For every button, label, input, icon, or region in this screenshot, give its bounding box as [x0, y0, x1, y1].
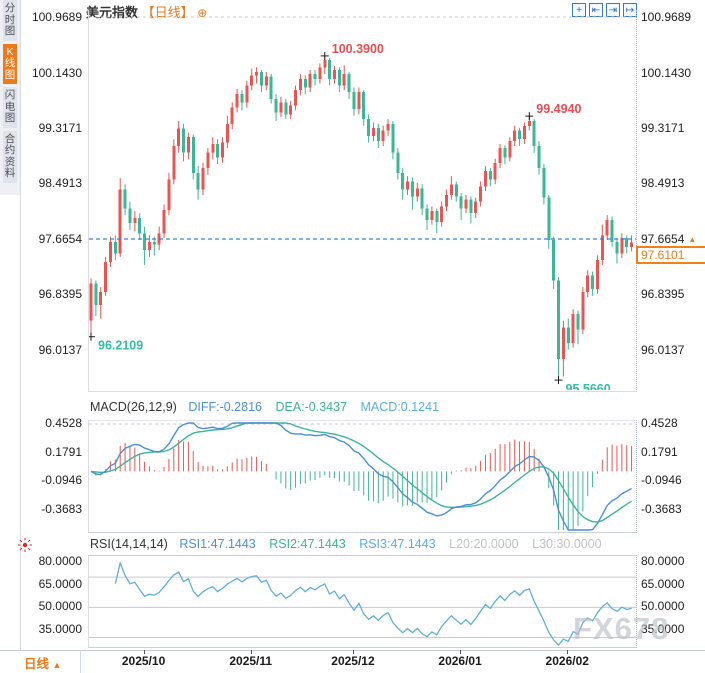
rsi-chart[interactable]: [89, 556, 636, 647]
rsi-l20-value: L20:20.0000: [449, 537, 519, 551]
sidebar-tab-time-share[interactable]: 分时图: [3, 0, 17, 41]
month-label: 2025/10: [121, 654, 166, 668]
candlestick-chart[interactable]: 100.3900 99.4940 96.2109 95.5660: [89, 10, 636, 390]
macd-axis-label: 0.1791: [641, 444, 678, 459]
sidebar-tab-kline[interactable]: K线图: [3, 43, 17, 84]
dea-line: [90, 422, 632, 523]
chart-title: 美元指数 【日线】 ⊕: [86, 2, 207, 21]
macd-axis-label: 0.4528: [641, 415, 678, 430]
macd-axis-label: -0.0946: [641, 473, 682, 488]
macd-name: MACD(26,12,9): [90, 400, 177, 414]
month-tick: [460, 650, 462, 654]
macd-axis-label: -0.0946: [41, 473, 82, 488]
hot-sun-icon: [18, 538, 32, 552]
extreme-price-annotation: 100.3900: [332, 42, 384, 56]
last-price-box: 97.6101: [636, 246, 705, 264]
macd-dea-value: DEA:-0.3437: [275, 400, 348, 414]
rsi-panel[interactable]: [88, 555, 637, 648]
rsi-header: RSI(14,14,14) RSI1:47.1443 RSI2:47.1443 …: [90, 537, 602, 551]
fx678-watermark: FX678: [573, 611, 670, 646]
sidebar-tab-contract-info[interactable]: 合约资料: [3, 130, 17, 183]
bottom-bar-divider: [80, 650, 81, 673]
macd-panel[interactable]: [88, 420, 637, 533]
rsi-axis-label: 35.0000: [641, 621, 685, 636]
bottom-time-axis: [0, 650, 705, 673]
rsi-axis-label: 65.0000: [38, 576, 82, 591]
period-up-triangle-icon: ▲: [52, 660, 62, 670]
price-axis-label: 96.8395: [38, 287, 82, 302]
macd-chart[interactable]: [89, 421, 636, 532]
rsi-name: RSI(14,14,14): [90, 537, 168, 551]
rsi3-value: RSI3:47.1443: [359, 537, 436, 551]
price-axis-label: 97.6654: [38, 231, 82, 246]
price-axis-label: 98.4913: [38, 176, 82, 191]
month-tick: [567, 650, 569, 654]
macd-macd-value: MACD:0.1241: [360, 400, 440, 414]
sidebar-tab-lightning[interactable]: 闪电图: [3, 87, 17, 128]
price-axis-label: 99.3171: [641, 121, 685, 135]
macd-axis-label: 0.4528: [45, 415, 82, 430]
month-label: 2025/11: [229, 654, 273, 668]
month-tick: [250, 650, 252, 654]
price-axis-label: 100.1430: [641, 65, 692, 80]
macd-axis-label: -0.3683: [641, 501, 682, 516]
candlesticks-layer: [89, 55, 634, 381]
price-axis-label: 98.4913: [641, 176, 685, 191]
month-label: 2026/02: [545, 654, 589, 668]
macd-header: MACD(26,12,9) DIFF:-0.2816 DEA:-0.3437 M…: [90, 400, 439, 414]
extreme-price-annotation: 95.5660: [566, 382, 611, 390]
crosshair-icon[interactable]: +: [572, 3, 586, 17]
price-axis-label: 100.1430: [31, 65, 82, 80]
rsi-axis-label: 80.0000: [38, 554, 82, 568]
macd-histogram-layer: [95, 439, 633, 530]
zoom-out-icon[interactable]: ⇤: [589, 3, 603, 17]
macd-axis-label: 0.1791: [45, 444, 82, 459]
macd-diff-value: DIFF:-0.2816: [188, 400, 262, 414]
rsi-axis-label: 50.0000: [641, 599, 685, 614]
rsi-line: [114, 560, 632, 646]
price-axis-label: 96.0137: [641, 342, 685, 357]
price-axis-label: 97.6654 ▲: [641, 231, 697, 246]
period-tag: 【日线】: [141, 5, 194, 20]
extreme-price-annotation: 96.2109: [98, 339, 143, 353]
macd-axis-label: -0.3683: [41, 501, 82, 516]
month-label: 2026/01: [438, 654, 482, 668]
rsi-axis-label: 50.0000: [38, 599, 82, 614]
rsi1-value: RSI1:47.1443: [179, 537, 256, 551]
add-indicator-icon[interactable]: ⊕: [197, 6, 208, 20]
price-axis-label: 96.0137: [38, 342, 82, 357]
rsi-axis-label: 80.0000: [641, 554, 685, 568]
month-label: 2025/12: [331, 654, 375, 668]
diff-line: [90, 422, 632, 531]
price-axis-label: 96.8395: [641, 287, 685, 302]
month-tick: [143, 650, 145, 654]
price-chart-panel[interactable]: 100.3900 99.4940 96.2109 95.5660: [88, 10, 637, 392]
chart-type-sidebar: 分时图 K线图 闪电图 合约资料: [0, 0, 21, 195]
price-axis-label: 99.3171: [38, 121, 82, 135]
sidebar-divider: [20, 0, 21, 673]
price-axis-label: 100.9689: [31, 10, 82, 24]
price-axis-label: 100.9689: [641, 10, 692, 24]
period-selector[interactable]: 日线 ▲: [24, 653, 61, 672]
rsi-axis-label: 65.0000: [641, 576, 685, 591]
symbol-name: 美元指数: [86, 5, 139, 20]
period-selector-label: 日线: [24, 657, 50, 671]
month-tick: [352, 650, 354, 654]
rsi2-value: RSI2:47.1443: [269, 537, 346, 551]
rsi-axis-label: 35.0000: [38, 621, 82, 636]
extreme-price-annotation: 99.4940: [536, 102, 581, 116]
price-up-arrow-icon: ▲: [688, 234, 697, 244]
rsi-l30-value: L30:30.0000: [532, 537, 602, 551]
